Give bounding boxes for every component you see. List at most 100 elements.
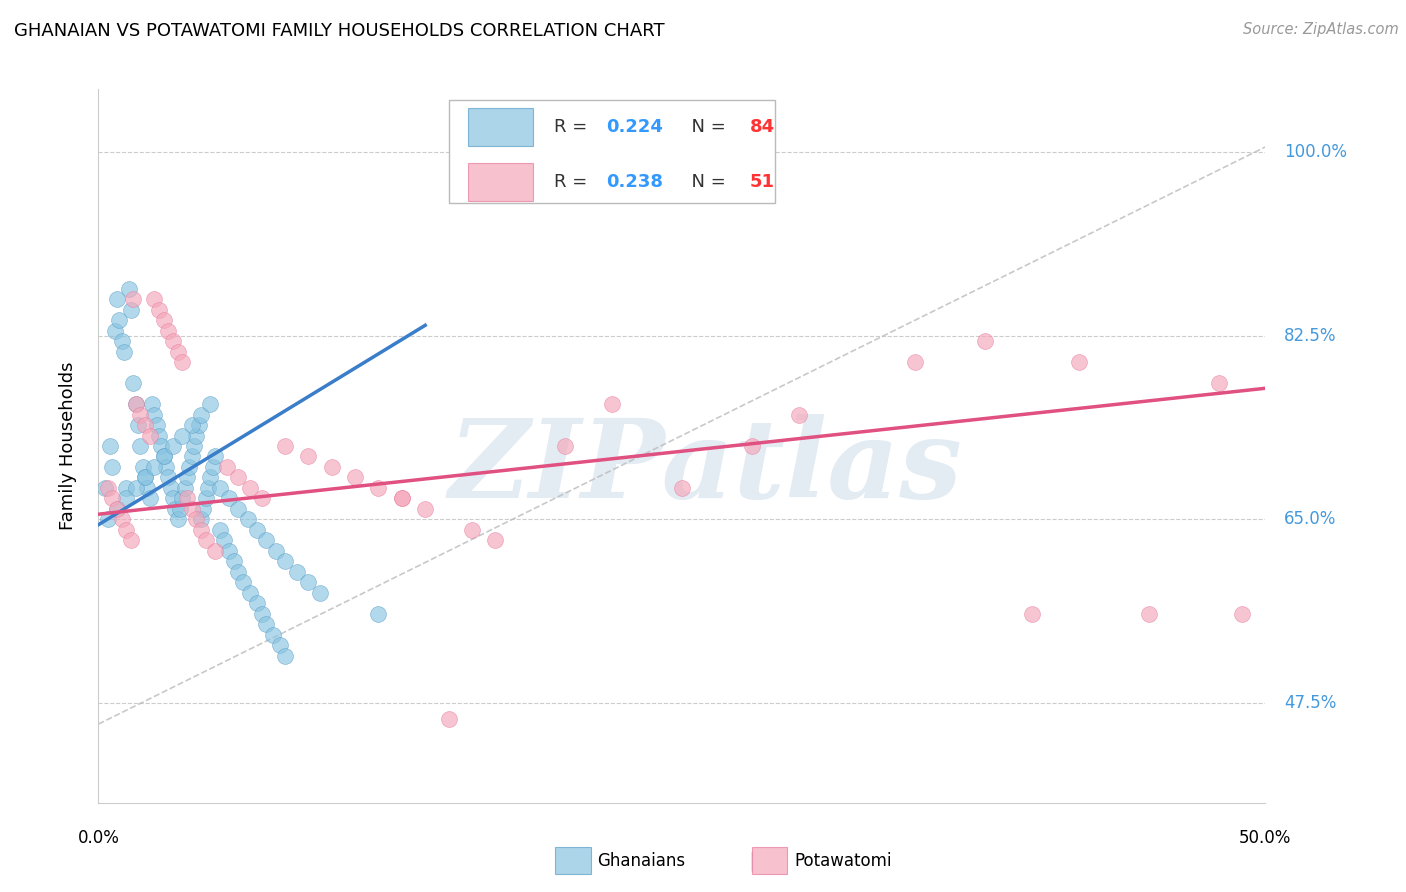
Point (120, 533, 142, 548)
Point (190, 523, 212, 537)
Point (166, 512, 188, 526)
Point (125, 481, 148, 495)
Point (157, 470, 180, 484)
Point (554, 439, 576, 453)
Bar (468, 109, 533, 145)
Point (97, 512, 120, 526)
Point (134, 470, 156, 484)
Point (391, 491, 413, 506)
Point (166, 344, 188, 359)
Point (165, 502, 187, 516)
Point (264, 544, 287, 558)
Point (1208, 376, 1230, 390)
Point (321, 460, 343, 475)
Text: 84: 84 (749, 118, 775, 136)
Point (162, 439, 184, 453)
Point (169, 502, 191, 516)
Point (1230, 607, 1253, 621)
Point (94, 481, 117, 495)
Point (150, 439, 173, 453)
Text: 51: 51 (749, 173, 775, 191)
Point (104, 324, 127, 338)
Point (285, 565, 308, 579)
Point (179, 460, 201, 475)
Point (118, 282, 141, 296)
Point (173, 481, 195, 495)
Point (129, 439, 152, 453)
Text: GHANAIAN VS POTAWATOMI FAMILY HOUSEHOLDS CORRELATION CHART: GHANAIAN VS POTAWATOMI FAMILY HOUSEHOLDS… (14, 22, 665, 40)
Point (143, 460, 166, 475)
Point (413, 502, 436, 516)
Point (136, 481, 159, 495)
Text: R =: R = (554, 173, 592, 191)
Point (152, 313, 174, 327)
Point (461, 523, 484, 537)
Point (197, 481, 219, 495)
Text: 65.0%: 65.0% (1284, 510, 1337, 528)
Point (134, 470, 156, 484)
Point (129, 408, 152, 422)
Point (437, 712, 460, 726)
Text: 47.5%: 47.5% (1284, 694, 1337, 712)
Point (120, 302, 142, 317)
Point (246, 596, 269, 610)
Point (193, 502, 215, 516)
Text: 0.0%: 0.0% (77, 829, 120, 847)
Text: Potawatomi: Potawatomi (794, 852, 891, 870)
Point (162, 491, 184, 506)
Point (274, 439, 297, 453)
Point (105, 502, 128, 516)
Point (1137, 607, 1160, 621)
Point (146, 417, 169, 432)
Point (741, 439, 763, 453)
Point (122, 292, 145, 306)
Text: 100.0%: 100.0% (1284, 143, 1347, 161)
Point (262, 628, 284, 642)
Point (367, 607, 389, 621)
Text: N =: N = (679, 173, 731, 191)
Point (176, 470, 198, 484)
Point (214, 533, 236, 548)
Point (236, 512, 259, 526)
Point (200, 470, 222, 484)
Point (228, 565, 250, 579)
Point (172, 491, 194, 506)
Text: Source: ZipAtlas.com: Source: ZipAtlas.com (1243, 22, 1399, 37)
Point (143, 408, 166, 422)
Point (186, 512, 208, 526)
Point (218, 491, 240, 506)
Point (256, 533, 278, 548)
Text: 50.0%: 50.0% (1239, 829, 1292, 847)
Point (274, 554, 297, 568)
Point (671, 481, 693, 495)
Point (600, 397, 623, 411)
Point (204, 450, 226, 464)
Point (162, 334, 184, 348)
Point (218, 544, 240, 558)
Point (122, 376, 145, 390)
Point (143, 292, 166, 306)
Point (208, 481, 231, 495)
Point (105, 502, 128, 516)
Point (132, 460, 155, 475)
Point (172, 428, 194, 442)
Point (787, 408, 810, 422)
Point (155, 460, 177, 475)
Point (239, 481, 262, 495)
Point (484, 533, 506, 548)
Point (256, 617, 278, 632)
Point (183, 439, 205, 453)
Point (344, 470, 367, 484)
Bar (468, 163, 533, 201)
Point (98, 439, 121, 453)
Text: R =: R = (554, 118, 592, 136)
Point (141, 397, 163, 411)
Point (391, 491, 413, 506)
Point (239, 586, 262, 600)
Point (101, 460, 124, 475)
Point (101, 491, 124, 506)
Point (180, 417, 202, 432)
Point (186, 428, 208, 442)
Point (215, 460, 238, 475)
Point (125, 397, 148, 411)
